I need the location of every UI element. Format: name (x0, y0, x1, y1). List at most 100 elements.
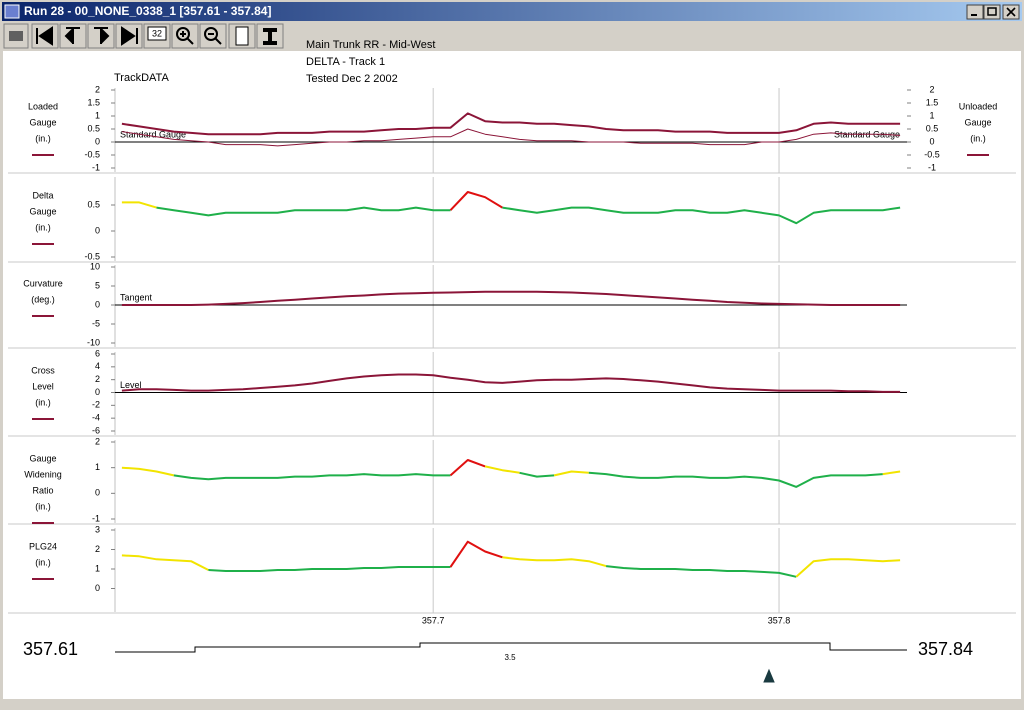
y-tick-label: -10 (87, 337, 100, 347)
y2-tick-label: 0.5 (926, 123, 939, 133)
legend-label: Gauge (964, 117, 991, 127)
zoom-out-minus (208, 33, 222, 45)
legend-label: Level (32, 381, 54, 391)
header-line: Tested Dec 2 2002 (306, 73, 398, 85)
chart-canvas (3, 51, 1021, 699)
y-tick-label: 1 (95, 110, 100, 120)
y-tick-label: -0.5 (84, 149, 100, 159)
y-tick-label: 2 (95, 374, 100, 384)
marker-icon (763, 668, 775, 683)
legend-label: (in.) (35, 222, 51, 232)
y-tick-label: 0 (95, 583, 100, 593)
series-line (449, 459, 486, 477)
last-glyph (121, 26, 138, 46)
y-tick-label: -6 (92, 425, 100, 435)
range-start: 357.61 (23, 639, 78, 659)
series-line (449, 540, 503, 568)
legend-label: (in.) (35, 397, 51, 407)
series-line (605, 565, 797, 578)
legend-label: Cross (31, 365, 55, 375)
series-line (795, 558, 901, 578)
series-line (502, 556, 607, 568)
series-line (121, 466, 175, 477)
y-tick-label: 3 (95, 524, 100, 534)
rail-glyph (263, 28, 277, 45)
toolbar: 32 (3, 23, 284, 49)
minimize-button[interactable] (966, 4, 984, 20)
y-tick-label: 0 (95, 488, 100, 498)
x-tick-label: 357.7 (422, 615, 445, 625)
y-tick-label: 2 (95, 436, 100, 446)
y-tick-label: 2 (95, 544, 100, 554)
legend-label: Gauge (29, 117, 56, 127)
y2-tick-label: 0 (929, 136, 934, 146)
y-tick-label: 0 (95, 225, 100, 235)
series-line (588, 471, 883, 488)
y-tick-label: -5 (92, 318, 100, 328)
profile-line (115, 642, 907, 653)
y-tick-label: -0.5 (84, 251, 100, 261)
maximize-glyph (987, 7, 997, 16)
y-tick-label: 1 (95, 563, 100, 573)
y-tick-label: 0 (95, 299, 100, 309)
legend-label: PLG24 (29, 541, 57, 551)
zoom-in-glyph (176, 27, 190, 41)
legend-label: Delta (32, 190, 53, 200)
y-tick-label: 0 (95, 387, 100, 397)
y-tick-label: -1 (92, 513, 100, 523)
close-glyph (1006, 7, 1016, 17)
annotation: Level (120, 380, 142, 390)
y2-tick-label: 1 (929, 110, 934, 120)
series-line (208, 566, 451, 572)
range-end: 357.84 (918, 639, 973, 659)
scale-label: 32 (152, 28, 162, 38)
y2-tick-label: -1 (928, 162, 936, 172)
profile-label: 3.5 (504, 653, 516, 662)
series-line (121, 290, 901, 306)
series-line (121, 201, 157, 209)
y-tick-label: 2 (95, 84, 100, 94)
y-tick-label: 1 (95, 462, 100, 472)
series-line (121, 112, 901, 136)
legend-label: (in.) (970, 133, 986, 143)
first-glyph (36, 26, 53, 46)
series-line (553, 470, 589, 477)
legend-label: Loaded (28, 101, 58, 111)
series-line (156, 206, 451, 217)
legend-label: Ratio (32, 485, 53, 495)
y-tick-label: 5 (95, 280, 100, 290)
legend-label: Curvature (23, 278, 63, 288)
annotation: Standard Gauge (120, 129, 186, 139)
header-line: DELTA - Track 1 (306, 56, 385, 68)
x-tick-label: 357.8 (768, 615, 791, 625)
series-line (449, 191, 503, 211)
legend-label: (in.) (35, 133, 51, 143)
y2-tick-label: 1.5 (926, 97, 939, 107)
series-line (484, 465, 520, 474)
series-line (121, 128, 901, 147)
back-glyph (64, 27, 80, 44)
series-line (882, 470, 901, 476)
y-tick-label: 0.5 (87, 199, 100, 209)
series-line (121, 373, 901, 393)
series-line (121, 554, 209, 571)
y2-tick-label: 2 (929, 84, 934, 94)
legend-label: (in.) (35, 501, 51, 511)
zoom-out-glyph (204, 27, 218, 41)
y-tick-label: 6 (95, 348, 100, 358)
scale-box (147, 26, 167, 41)
y-tick-label: 0.5 (87, 123, 100, 133)
series-line (173, 473, 451, 481)
zoom-in-cross (180, 31, 194, 45)
y-tick-label: 10 (90, 261, 100, 271)
y-tick-label: 0 (95, 136, 100, 146)
maximize-button[interactable] (983, 4, 1001, 20)
app-icon (4, 4, 20, 19)
legend-label: Gauge (29, 206, 56, 216)
legend-label: Unloaded (959, 101, 998, 111)
ruler-glyph (235, 26, 249, 46)
y-tick-label: -2 (92, 400, 100, 410)
legend-label: Widening (24, 469, 62, 479)
